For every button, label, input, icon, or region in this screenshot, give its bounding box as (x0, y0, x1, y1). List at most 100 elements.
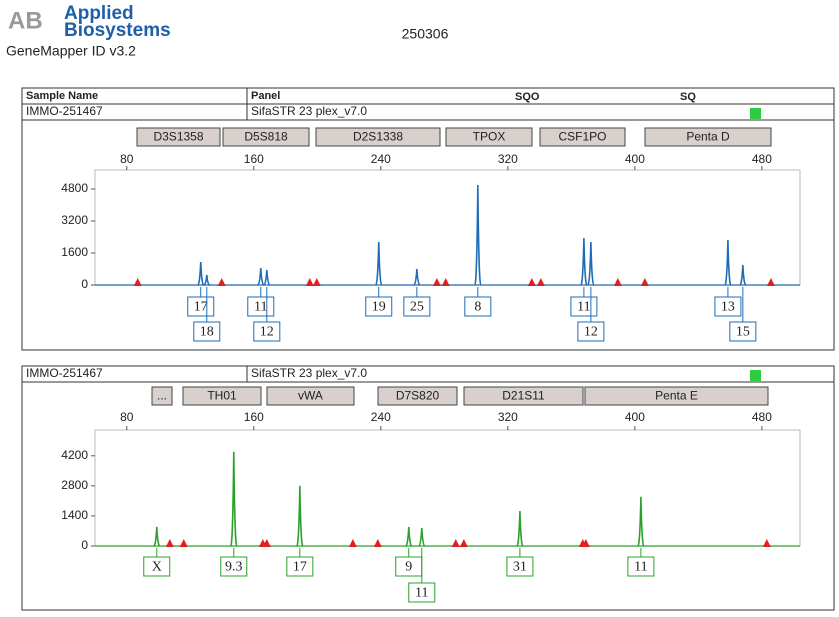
allele-box (286, 556, 314, 577)
size-marker (441, 278, 450, 286)
peak (516, 510, 524, 547)
allele-label: 17 (194, 300, 208, 315)
size-marker (133, 278, 142, 286)
size-marker (613, 278, 622, 286)
panel-box (21, 365, 835, 611)
allele-label: X (152, 560, 162, 575)
x-tick-label: 240 (371, 410, 391, 424)
allele-box (403, 296, 431, 317)
allele-label: 19 (372, 300, 386, 315)
allele-label: 13 (721, 300, 735, 315)
marker-box (463, 386, 584, 406)
size-marker (766, 278, 775, 286)
allele-label: 9.3 (225, 560, 243, 575)
logo-line: Biosystems (64, 20, 171, 41)
size-marker (451, 539, 460, 547)
marker-box (644, 127, 772, 147)
marker-label: D3S1358 (153, 130, 203, 144)
y-tick-label: 1400 (61, 508, 88, 522)
peak (405, 526, 413, 547)
peak (739, 264, 747, 286)
marker-label: D7S820 (396, 389, 440, 403)
y-tick-label: 0 (81, 538, 88, 552)
marker-label: D21S11 (502, 389, 545, 403)
size-marker (179, 539, 188, 547)
peak (263, 269, 271, 286)
allele-box (408, 582, 436, 603)
quality-flag (750, 108, 761, 119)
x-tick-label: 320 (498, 410, 518, 424)
allele-label: 12 (260, 325, 274, 340)
x-tick-label: 80 (120, 152, 134, 166)
y-tick-label: 0 (81, 277, 88, 291)
column-header: Sample Name (26, 90, 98, 102)
peak (374, 241, 383, 286)
peak (197, 261, 205, 286)
column-header: Panel (251, 90, 280, 102)
marker-label: ... (157, 389, 167, 403)
table-header (21, 87, 835, 105)
allele-label: 11 (254, 300, 267, 315)
y-tick-label: 4200 (61, 448, 88, 462)
size-marker (312, 278, 321, 286)
panel-name: SifaSTR 23 plex_v7.0 (251, 366, 367, 380)
column-header: SQ (680, 91, 696, 103)
marker-box (266, 386, 355, 406)
x-tick-label: 400 (625, 410, 645, 424)
marker-box (315, 127, 441, 147)
size-marker (536, 278, 545, 286)
peak (418, 527, 426, 547)
peak (413, 268, 421, 286)
y-tick-label: 2800 (61, 478, 88, 492)
size-marker (762, 539, 771, 547)
plot-frame (94, 429, 801, 547)
marker-box (584, 386, 769, 406)
allele-label: 12 (584, 325, 598, 340)
allele-label: 17 (293, 560, 307, 575)
marker-label: Penta E (655, 389, 698, 403)
x-tick-label: 400 (625, 152, 645, 166)
allele-label: 25 (410, 300, 424, 315)
run-id: 250306 (402, 26, 449, 42)
size-marker (305, 278, 314, 286)
size-marker (527, 278, 536, 286)
size-marker (373, 539, 382, 547)
allele-label: 11 (415, 586, 428, 601)
marker-box (182, 386, 262, 406)
allele-box (714, 296, 742, 317)
allele-box (577, 321, 605, 342)
size-marker (459, 539, 468, 547)
marker-label: TPOX (473, 130, 506, 144)
marker-label: D5S818 (244, 130, 288, 144)
logo-line: Applied (64, 3, 134, 24)
x-tick-label: 160 (244, 152, 264, 166)
marker-label: vWA (298, 389, 323, 403)
sample-name: IMMO-251467 (26, 104, 103, 118)
allele-label: 9 (405, 560, 412, 575)
allele-label: 11 (577, 300, 590, 315)
marker-label: Penta D (686, 130, 730, 144)
size-marker (262, 539, 271, 547)
y-tick-label: 4800 (61, 181, 88, 195)
size-marker (165, 539, 174, 547)
size-marker (640, 278, 649, 286)
allele-box (143, 556, 171, 577)
y-tick-label: 1600 (61, 245, 88, 259)
size-marker (348, 539, 357, 547)
allele-box (193, 321, 221, 342)
peak (637, 496, 645, 547)
marker-label: CSF1PO (558, 130, 606, 144)
peak (203, 274, 211, 286)
allele-label: 18 (200, 325, 214, 340)
size-marker (581, 539, 590, 547)
panel-name: SifaSTR 23 plex_v7.0 (251, 104, 367, 118)
allele-label: 8 (474, 300, 481, 315)
allele-label: 11 (634, 560, 647, 575)
peak (257, 267, 265, 286)
peak (724, 239, 732, 286)
peak (296, 485, 304, 547)
marker-box (151, 386, 173, 406)
software: GeneMapper ID v3.2 (6, 43, 136, 59)
x-tick-label: 80 (120, 410, 134, 424)
